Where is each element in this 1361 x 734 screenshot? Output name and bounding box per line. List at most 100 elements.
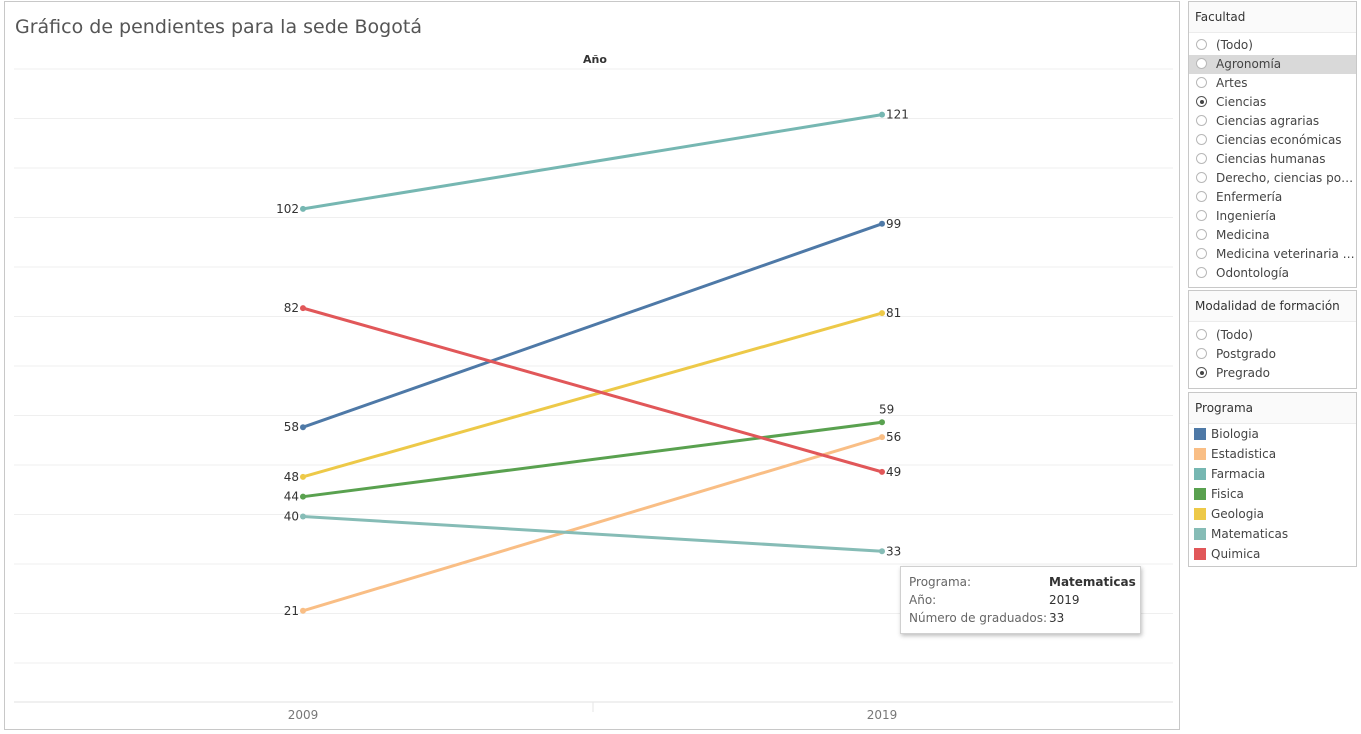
legend-swatch [1194, 468, 1206, 480]
tooltip-row: Número de graduados: 33 [909, 611, 1139, 627]
tooltip: Programa: Matematicas Año: 2019 Número de gr… [900, 566, 1141, 634]
data-point-fisica[interactable] [300, 493, 306, 500]
programa-legend-items: Biologia Estadistica Farmacia Fisica Geologi… [1189, 424, 1356, 566]
legend-label: Geologia [1211, 507, 1265, 521]
facultad-option[interactable]: Ingeniería [1189, 207, 1356, 226]
data-label-estadistica: 56 [886, 430, 901, 444]
legend-swatch [1194, 508, 1206, 520]
tooltip-value: 33 [1049, 611, 1065, 625]
data-label-farmacia: 102 [276, 202, 299, 216]
radio-button[interactable] [1196, 229, 1207, 240]
tooltip-value: Matematicas [1049, 575, 1136, 589]
facultad-option[interactable]: Artes [1189, 74, 1356, 93]
series-line-estadistica[interactable] [301, 435, 884, 613]
facultad-option[interactable]: Enfermería [1189, 188, 1356, 207]
facultad-option[interactable]: Odontología [1189, 264, 1356, 283]
legend-item[interactable]: Geologia [1189, 504, 1356, 524]
slope-chart[interactable]: 2009 2019 58 99 21 56 102 121 44 59 48 81 40 33 82 49 [5, 2, 1179, 729]
series-line-quimica[interactable] [301, 306, 884, 474]
data-point-biologia[interactable] [879, 220, 885, 227]
data-label-biologia: 58 [284, 420, 299, 434]
data-point-quimica[interactable] [879, 468, 885, 475]
radio-button[interactable] [1196, 153, 1207, 164]
radio-button[interactable] [1196, 367, 1207, 378]
chart-panel: Gráfico de pendientes para la sede Bogot… [4, 1, 1180, 730]
x-axis-title: Año [583, 53, 607, 66]
facultad-option-label: Medicina veterinaria y… [1216, 247, 1356, 261]
legend-item[interactable]: Biologia [1189, 424, 1356, 444]
radio-button[interactable] [1196, 134, 1207, 145]
data-point-estadistica[interactable] [300, 607, 306, 614]
facultad-option[interactable]: Medicina veterinaria y… [1189, 245, 1356, 264]
legend-swatch [1194, 548, 1206, 560]
data-point-matematicas[interactable] [300, 513, 306, 520]
series-line-matematicas[interactable] [301, 515, 884, 553]
legend-item[interactable]: Fisica [1189, 484, 1356, 504]
data-point-fisica[interactable] [879, 419, 885, 426]
legend-label: Biologia [1211, 427, 1259, 441]
facultad-option-label: (Todo) [1216, 38, 1253, 52]
data-label-biologia: 99 [886, 217, 901, 231]
data-point-matematicas[interactable] [879, 548, 885, 555]
legend-swatch [1194, 488, 1206, 500]
legend-item[interactable]: Matematicas [1189, 524, 1356, 544]
modalidad-option[interactable]: Pregrado [1189, 364, 1356, 383]
radio-button[interactable] [1196, 267, 1207, 278]
modalidad-filter-title: Modalidad de formación [1189, 291, 1356, 322]
data-point-geologia[interactable] [879, 310, 885, 317]
facultad-option-label: Ciencias económicas [1216, 133, 1342, 147]
data-point-geologia[interactable] [300, 473, 306, 480]
facultad-option[interactable]: Agronomía [1189, 55, 1356, 74]
facultad-option[interactable]: (Todo) [1189, 36, 1356, 55]
data-point-farmacia[interactable] [300, 205, 306, 212]
data-label-matematicas: 40 [284, 510, 299, 524]
radio-button[interactable] [1196, 248, 1207, 259]
radio-button[interactable] [1196, 210, 1207, 221]
data-label-fisica: 44 [284, 490, 299, 504]
radio-button[interactable] [1196, 172, 1207, 183]
series-line-fisica[interactable] [301, 420, 884, 499]
modalidad-filter: Modalidad de formación (Todo) Postgrado Pr… [1188, 290, 1357, 389]
radio-button[interactable] [1196, 96, 1207, 107]
facultad-filter-title: Facultad [1189, 2, 1356, 33]
data-point-farmacia[interactable] [879, 111, 885, 118]
modalidad-option[interactable]: (Todo) [1189, 326, 1356, 345]
data-label-quimica: 82 [284, 301, 299, 315]
tooltip-key: Programa: [909, 575, 972, 589]
facultad-option[interactable]: Ciencias económicas [1189, 131, 1356, 150]
radio-button[interactable] [1196, 115, 1207, 126]
radio-button[interactable] [1196, 39, 1207, 50]
data-label-geologia: 48 [284, 470, 299, 484]
facultad-option[interactable]: Ciencias [1189, 93, 1356, 112]
radio-button[interactable] [1196, 58, 1207, 69]
series-line-geologia[interactable] [301, 311, 884, 479]
modalidad-option[interactable]: Postgrado [1189, 345, 1356, 364]
radio-button[interactable] [1196, 77, 1207, 88]
programa-legend: Programa Biologia Estadistica Farmacia Fisi… [1188, 392, 1357, 567]
data-point-estadistica[interactable] [879, 434, 885, 441]
radio-button[interactable] [1196, 329, 1207, 340]
tooltip-value: 2019 [1049, 593, 1080, 607]
facultad-option[interactable]: Ciencias humanas [1189, 150, 1356, 169]
facultad-option-label: Enfermería [1216, 190, 1283, 204]
legend-item[interactable]: Quimica [1189, 544, 1356, 564]
facultad-option[interactable]: Ciencias agrarias [1189, 112, 1356, 131]
facultad-option[interactable]: Medicina [1189, 226, 1356, 245]
data-point-biologia[interactable] [300, 424, 306, 431]
legend-label: Quimica [1211, 547, 1261, 561]
modalidad-option-label: Postgrado [1216, 347, 1276, 361]
legend-item[interactable]: Estadistica [1189, 444, 1356, 464]
legend-item[interactable]: Farmacia [1189, 464, 1356, 484]
legend-label: Matematicas [1211, 527, 1289, 541]
series-line-biologia[interactable] [301, 222, 884, 429]
radio-button[interactable] [1196, 348, 1207, 359]
legend-label: Estadistica [1211, 447, 1277, 461]
facultad-filter: Facultad (Todo) Agronomía Artes Ciencias Cie… [1188, 1, 1357, 288]
data-point-quimica[interactable] [300, 305, 306, 312]
modalidad-options: (Todo) Postgrado Pregrado [1189, 322, 1356, 388]
radio-button[interactable] [1196, 191, 1207, 202]
data-label-estadistica: 21 [284, 604, 299, 618]
facultad-option[interactable]: Derecho, ciencias polít… [1189, 169, 1356, 188]
series-line-farmacia[interactable] [301, 113, 884, 211]
tooltip-key: Año: [909, 593, 937, 607]
